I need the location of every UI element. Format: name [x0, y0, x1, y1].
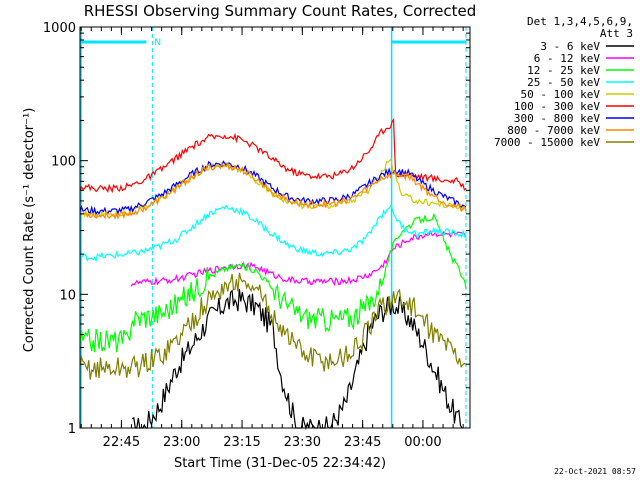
saa-flag-label: N	[154, 38, 161, 48]
x-tick-label: 23:00	[163, 435, 200, 450]
series-line-4	[79, 203, 467, 263]
legend-entry-label: 7000 - 15000 keV	[494, 136, 600, 149]
y-tick-label: 100	[51, 155, 76, 170]
series-line-3	[79, 212, 467, 353]
legend-entry-label: 25 - 50 keV	[527, 76, 600, 89]
series-line-2	[130, 229, 467, 287]
plot-frame	[79, 26, 471, 429]
series-line-9	[79, 272, 467, 380]
timestamp: 22-Oct-2021 08:57	[554, 467, 636, 476]
y-tick-label: 1	[68, 422, 76, 437]
x-tick-label: 23:30	[284, 435, 321, 450]
series-line-6	[79, 117, 467, 194]
legend-entry-label: 300 - 800 keV	[514, 112, 600, 125]
y-axis-label: Corrected Count Rate (s⁻¹ detector⁻¹)	[22, 108, 37, 353]
x-tick-label: 23:15	[223, 435, 260, 450]
y-tick-label: 1000	[43, 21, 76, 36]
legend-entry-label: 3 - 6 keV	[540, 40, 600, 53]
legend-entry-label: 100 - 300 keV	[514, 100, 600, 113]
x-tick-label: 23:45	[344, 435, 381, 450]
legend-header-line-2: Att 3	[600, 27, 633, 40]
legend-entry-label: 12 - 25 keV	[527, 64, 600, 77]
legend-entry-label: 50 - 100 keV	[521, 88, 601, 101]
legend-entry-label: 800 - 7000 keV	[507, 124, 600, 137]
legend-header-line-1: Det 1,3,4,5,6,9,	[527, 15, 633, 28]
y-tick-label: 10	[59, 288, 76, 303]
legend-entry-label: 6 - 12 keV	[534, 52, 601, 65]
x-tick-label: 00:00	[404, 435, 441, 450]
series-line-8	[79, 161, 467, 220]
series-line-7	[79, 160, 467, 216]
x-tick-label: 22:45	[103, 435, 140, 450]
chart-title: RHESSI Observing Summary Count Rates, Co…	[84, 2, 477, 20]
plot-area: N 1 10 100 1000 22:45 23:00 23:15 23:30 23:45 00:0…	[43, 21, 471, 450]
x-axis-label: Start Time (31-Dec-05 22:34:42)	[174, 456, 386, 471]
